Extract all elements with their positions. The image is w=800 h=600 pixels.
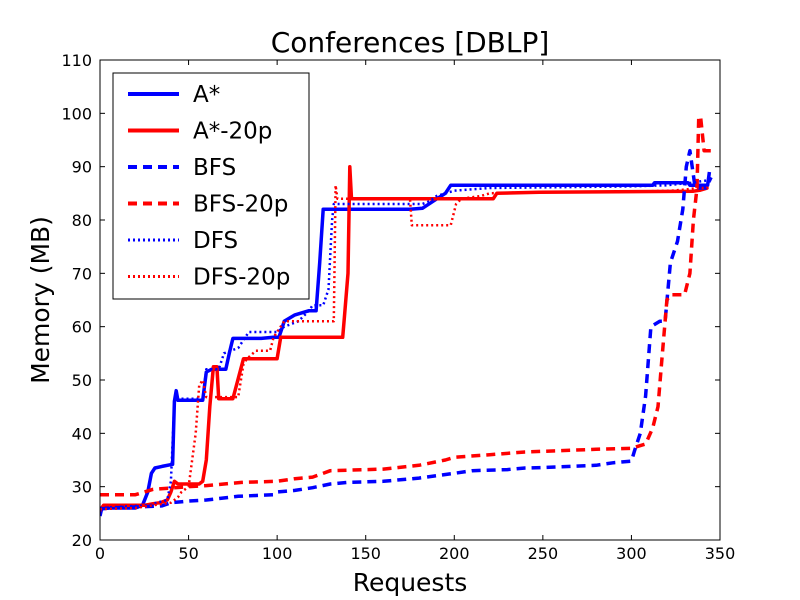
series-line-0 [100, 171, 712, 517]
legend-label-1: A*-20p [193, 119, 272, 145]
x-tick-label: 300 [616, 544, 647, 563]
y-tick-label: 70 [72, 264, 92, 283]
legend-label-4: DFS [193, 228, 238, 254]
x-axis-label: Requests [353, 568, 468, 597]
x-tick-label: 100 [262, 544, 293, 563]
x-tick-label: 150 [350, 544, 381, 563]
y-tick-label: 40 [72, 424, 92, 443]
legend-label-5: DFS-20p [193, 265, 290, 291]
x-tick-label: 0 [95, 544, 105, 563]
series-line-2 [100, 148, 713, 511]
series-layer [100, 114, 713, 517]
y-tick-label: 90 [72, 158, 92, 177]
x-tick-label: 50 [178, 544, 198, 563]
y-tick-label: 60 [72, 318, 92, 337]
y-tick-label: 110 [61, 51, 92, 70]
y-tick-label: 80 [72, 211, 92, 230]
series-line-3 [100, 114, 712, 497]
series-line-4 [100, 178, 712, 510]
legend: A* A*-20p BFS BFS-20p DFS DFS-20p [112, 72, 310, 300]
x-tick-label: 350 [705, 544, 736, 563]
y-tick-label: 50 [72, 371, 92, 390]
legend-label-2: BFS [193, 155, 236, 181]
legend-label-3: BFS-20p [193, 192, 288, 218]
y-axis-label: Memory (MB) [26, 216, 55, 384]
plot-frame [99, 59, 721, 541]
legend-label-0: A* [193, 82, 220, 108]
ticks-layer: 0 50 100 150 200 250 300 350 20 30 40 50 60 70 80 90 100… [61, 51, 735, 563]
chart-title: Conferences [DBLP] [271, 26, 550, 59]
legend-box [112, 72, 310, 300]
x-tick-label: 200 [439, 544, 470, 563]
x-tick-label: 250 [528, 544, 559, 563]
y-tick-label: 20 [72, 531, 92, 550]
y-tick-label: 100 [61, 104, 92, 123]
y-tick-label: 30 [72, 478, 92, 497]
